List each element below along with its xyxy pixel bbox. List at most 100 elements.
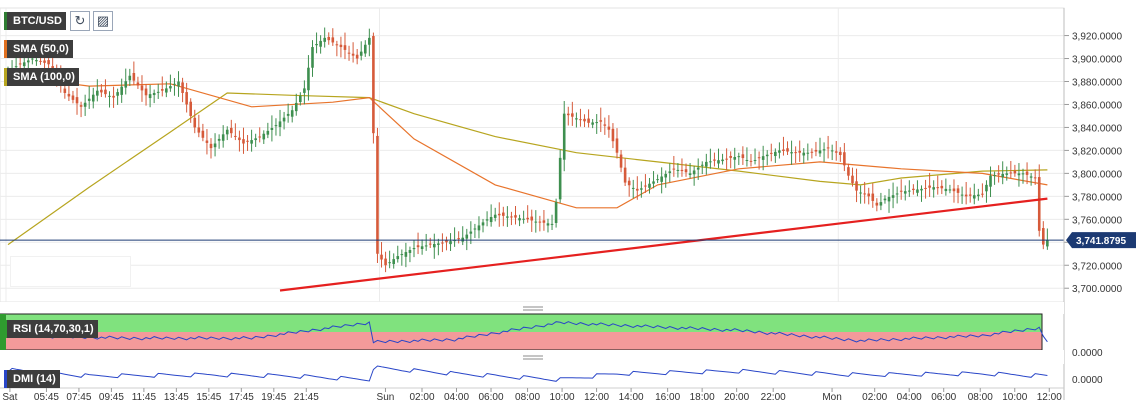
candle-body — [648, 183, 651, 188]
candle-body — [368, 37, 371, 45]
candle-body — [307, 67, 310, 91]
pane-splitter-2[interactable] — [0, 350, 1064, 364]
candle-body — [323, 37, 326, 42]
candle-body — [952, 188, 956, 192]
candle-body — [384, 258, 387, 266]
candle-body — [339, 44, 343, 48]
splitter-grip-icon[interactable] — [523, 306, 543, 311]
candle-body — [343, 45, 347, 50]
rsi-axis-label: 0.0000 — [1072, 348, 1103, 359]
candle-body — [798, 150, 801, 153]
candle-body — [311, 47, 314, 68]
candle-body — [802, 152, 806, 156]
x-tick-label: 22:00 — [761, 392, 786, 403]
x-tick-label: 06:00 — [931, 392, 956, 403]
x-tick-label: 19:45 — [261, 392, 286, 403]
candle-body — [591, 122, 594, 125]
candle-body — [989, 175, 992, 187]
candle-body — [445, 240, 448, 243]
candle-body — [640, 188, 643, 190]
x-tick-label: 10:00 — [1002, 392, 1027, 403]
candle-body — [899, 190, 903, 192]
candle-body — [274, 125, 278, 127]
candle-body — [534, 221, 538, 223]
candle-body — [745, 159, 749, 161]
candle-body — [136, 82, 140, 86]
candle-body — [104, 89, 107, 95]
candle-body — [286, 113, 290, 116]
candle-body — [575, 118, 578, 120]
symbol-label[interactable]: BTC/USD — [4, 12, 66, 30]
dmi-label[interactable]: DMI (14) — [4, 370, 60, 388]
candle-body — [834, 151, 838, 153]
candle-body — [1009, 172, 1013, 174]
candle-body — [213, 143, 217, 148]
candle-body — [554, 202, 558, 223]
candle-body — [205, 140, 209, 143]
x-tick-label: 14:00 — [619, 392, 644, 403]
candle-body — [830, 150, 834, 152]
candle-body — [607, 126, 611, 130]
rsi-edge-marker — [0, 314, 6, 350]
x-tick-label: 17:45 — [229, 392, 254, 403]
price-pane — [0, 7, 1065, 303]
candle-body — [221, 134, 225, 141]
sma-100-label[interactable]: SMA (100,0) — [4, 68, 79, 86]
splitter-grip-icon[interactable] — [523, 355, 543, 360]
candle-body — [782, 149, 785, 151]
candle-body — [234, 135, 237, 137]
sma-50-label[interactable]: SMA (50,0) — [4, 40, 73, 58]
x-tick-label: 02:00 — [862, 392, 887, 403]
candle-body — [144, 88, 148, 96]
candle-body — [928, 185, 931, 188]
candle-body — [331, 37, 335, 43]
rsi-label[interactable]: RSI (14,70,30,1) — [4, 320, 98, 338]
candle-body — [774, 151, 777, 157]
x-tick-label: Sat — [2, 392, 17, 403]
candle-body — [404, 252, 408, 257]
candles-icon[interactable]: ▨ — [93, 11, 113, 31]
candle-body — [603, 124, 607, 126]
candle-body — [968, 194, 972, 196]
candle-body — [96, 90, 99, 96]
candle-body — [1013, 170, 1017, 174]
x-tick-label: 15:45 — [196, 392, 221, 403]
candle-body — [631, 187, 635, 189]
pane-splitter-1[interactable] — [0, 302, 1064, 314]
x-tick-label: 13:45 — [164, 392, 189, 403]
candle-body — [437, 243, 440, 245]
candle-body — [688, 173, 692, 175]
candle-body — [197, 127, 201, 133]
candle-body — [522, 218, 525, 220]
candle-body — [725, 158, 728, 160]
candle-body — [542, 220, 546, 223]
candle-body — [932, 187, 935, 190]
y-tick-label: 3,780.0000 — [1072, 192, 1122, 203]
dmi-pane — [7, 365, 1048, 382]
x-tick-label: 21:45 — [294, 392, 319, 403]
candle-body — [250, 140, 253, 144]
candle-body — [518, 218, 521, 221]
rsi-pane — [0, 313, 1048, 351]
candle-body — [270, 128, 274, 130]
candle-body — [855, 181, 858, 191]
oscillator-axis: 0.0000 0.0000 — [1072, 348, 1103, 386]
candle-body — [230, 127, 233, 134]
candle-body — [656, 179, 659, 181]
candle-body — [140, 85, 144, 91]
x-tick-label: 04:00 — [444, 392, 469, 403]
candle-body — [412, 248, 416, 250]
candle-body — [997, 173, 1000, 175]
candle-body — [91, 94, 95, 102]
candle-body — [847, 167, 850, 176]
candle-body — [355, 54, 359, 59]
candle-body — [128, 75, 132, 81]
candle-body — [826, 147, 830, 149]
refresh-icon[interactable]: ↻ — [70, 11, 90, 31]
candles-series — [6, 27, 1049, 273]
trendline-series — [279, 197, 1048, 292]
y-tick-label: 3,700.0000 — [1072, 284, 1122, 295]
candle-body — [173, 83, 176, 85]
